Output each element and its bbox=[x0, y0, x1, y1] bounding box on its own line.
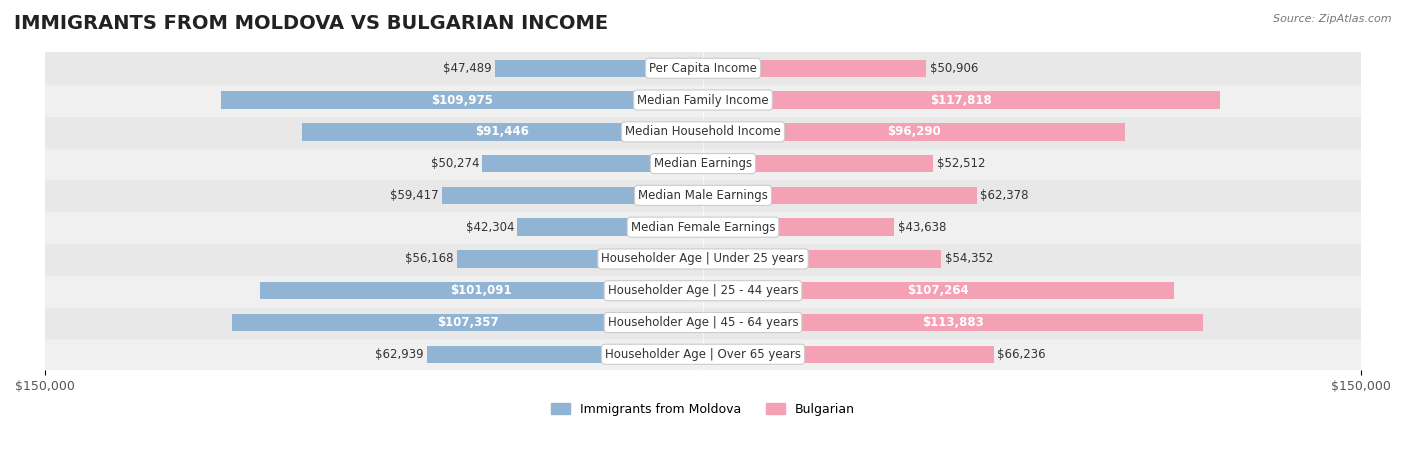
Text: $62,939: $62,939 bbox=[375, 348, 423, 361]
Bar bbox=[45, 211, 1361, 243]
Text: $91,446: $91,446 bbox=[475, 125, 529, 138]
Bar bbox=[703, 282, 1174, 299]
Bar bbox=[495, 59, 703, 77]
Text: Source: ZipAtlas.com: Source: ZipAtlas.com bbox=[1274, 14, 1392, 24]
Bar bbox=[703, 250, 942, 268]
Bar bbox=[45, 179, 1361, 211]
Text: $50,274: $50,274 bbox=[430, 157, 479, 170]
Text: Median Female Earnings: Median Female Earnings bbox=[631, 221, 775, 234]
Text: IMMIGRANTS FROM MOLDOVA VS BULGARIAN INCOME: IMMIGRANTS FROM MOLDOVA VS BULGARIAN INC… bbox=[14, 14, 609, 33]
Bar bbox=[45, 339, 1361, 370]
Text: Householder Age | Under 25 years: Householder Age | Under 25 years bbox=[602, 253, 804, 265]
Text: $42,304: $42,304 bbox=[465, 221, 515, 234]
Bar bbox=[45, 84, 1361, 116]
Bar bbox=[45, 116, 1361, 148]
Legend: Immigrants from Moldova, Bulgarian: Immigrants from Moldova, Bulgarian bbox=[546, 398, 860, 421]
Bar bbox=[482, 155, 703, 172]
Bar bbox=[703, 187, 977, 204]
Text: $59,417: $59,417 bbox=[391, 189, 439, 202]
Text: $96,290: $96,290 bbox=[887, 125, 941, 138]
Bar bbox=[221, 91, 703, 109]
Bar bbox=[45, 243, 1361, 275]
Text: $66,236: $66,236 bbox=[997, 348, 1046, 361]
Bar bbox=[232, 314, 703, 331]
Bar bbox=[703, 123, 1125, 141]
Bar bbox=[703, 219, 894, 236]
Text: Median Family Income: Median Family Income bbox=[637, 93, 769, 106]
Bar bbox=[703, 59, 927, 77]
Text: $107,264: $107,264 bbox=[907, 284, 969, 297]
Text: Householder Age | 45 - 64 years: Householder Age | 45 - 64 years bbox=[607, 316, 799, 329]
Bar bbox=[302, 123, 703, 141]
Bar bbox=[457, 250, 703, 268]
Bar bbox=[703, 155, 934, 172]
Bar bbox=[45, 148, 1361, 179]
Text: Householder Age | 25 - 44 years: Householder Age | 25 - 44 years bbox=[607, 284, 799, 297]
Text: Median Earnings: Median Earnings bbox=[654, 157, 752, 170]
Text: $54,352: $54,352 bbox=[945, 253, 993, 265]
Bar bbox=[703, 346, 994, 363]
Text: Householder Age | Over 65 years: Householder Age | Over 65 years bbox=[605, 348, 801, 361]
Bar bbox=[45, 307, 1361, 339]
Text: $117,818: $117,818 bbox=[931, 93, 993, 106]
Text: $62,378: $62,378 bbox=[980, 189, 1028, 202]
Text: $56,168: $56,168 bbox=[405, 253, 453, 265]
Bar bbox=[703, 91, 1220, 109]
Text: Median Household Income: Median Household Income bbox=[626, 125, 780, 138]
Bar bbox=[703, 314, 1202, 331]
Bar bbox=[427, 346, 703, 363]
Text: $113,883: $113,883 bbox=[922, 316, 984, 329]
Text: Median Male Earnings: Median Male Earnings bbox=[638, 189, 768, 202]
Text: $52,512: $52,512 bbox=[936, 157, 986, 170]
Bar bbox=[45, 52, 1361, 84]
Text: $101,091: $101,091 bbox=[450, 284, 512, 297]
Text: $47,489: $47,489 bbox=[443, 62, 491, 75]
Bar bbox=[517, 219, 703, 236]
Text: $50,906: $50,906 bbox=[929, 62, 979, 75]
Text: $109,975: $109,975 bbox=[430, 93, 492, 106]
Text: Per Capita Income: Per Capita Income bbox=[650, 62, 756, 75]
Text: $107,357: $107,357 bbox=[437, 316, 498, 329]
Bar bbox=[443, 187, 703, 204]
Text: $43,638: $43,638 bbox=[898, 221, 946, 234]
Bar bbox=[45, 275, 1361, 307]
Bar bbox=[260, 282, 703, 299]
